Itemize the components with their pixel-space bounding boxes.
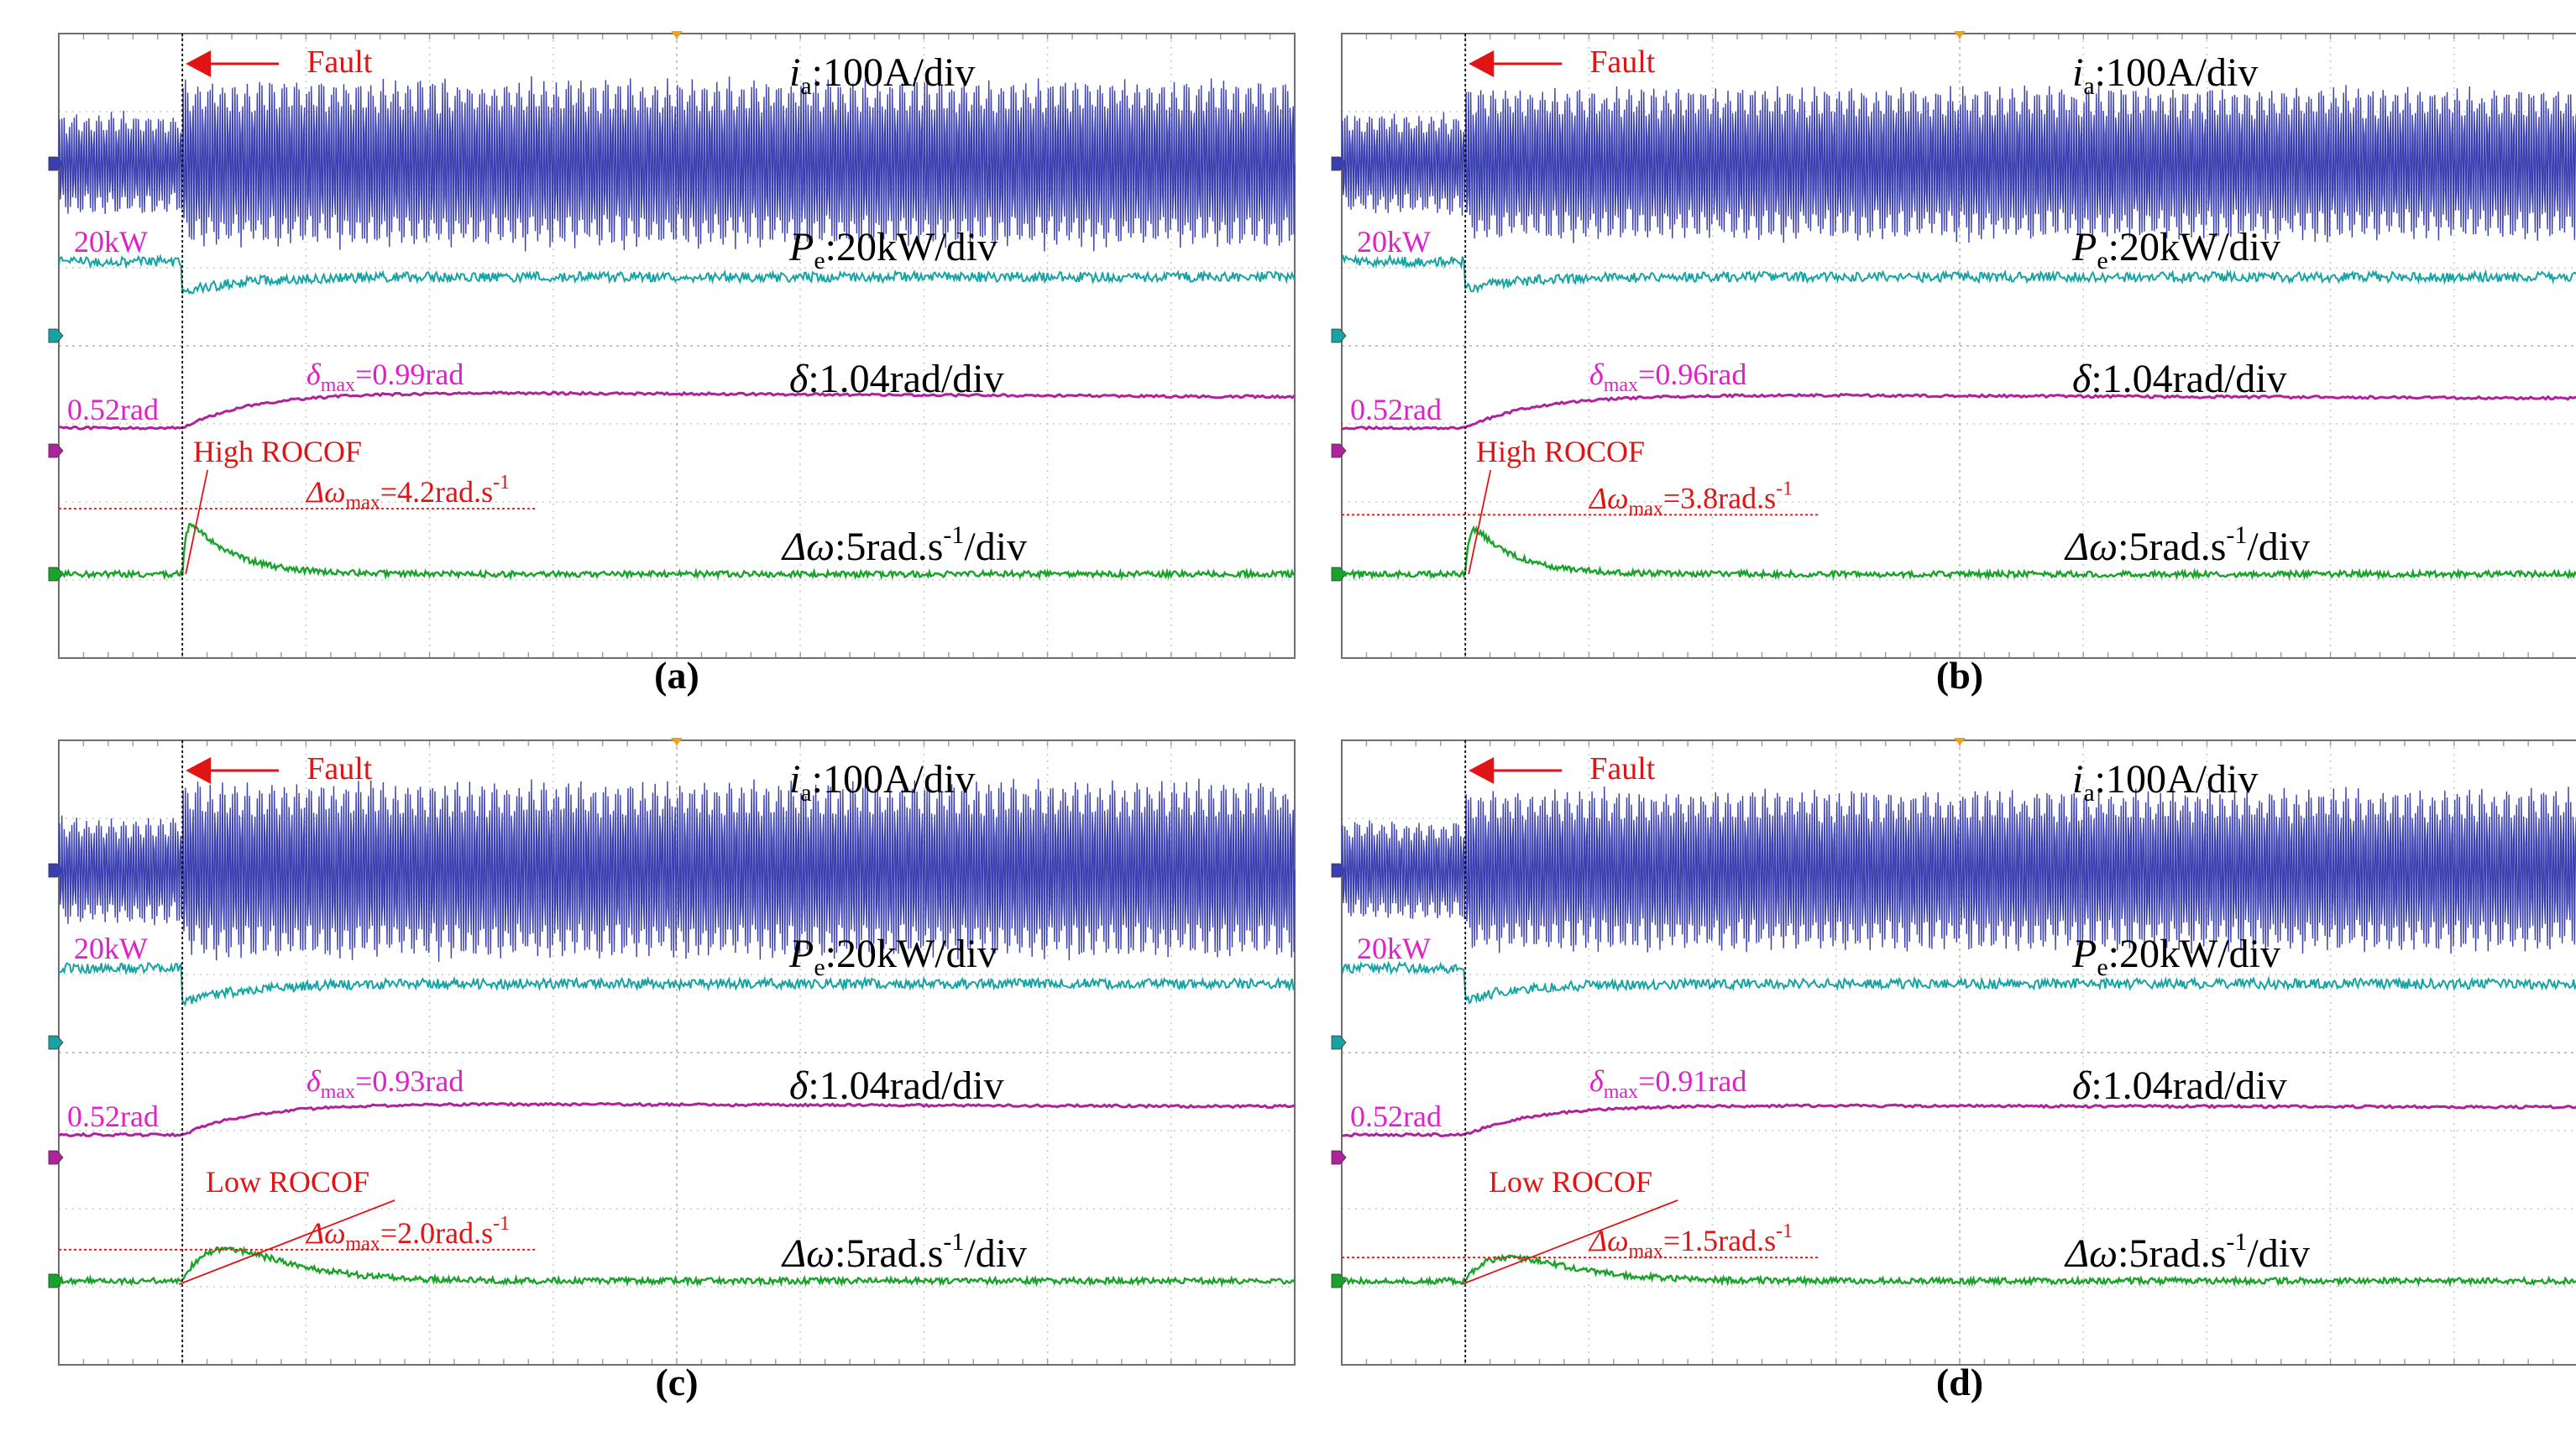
channel-marker: [48, 567, 64, 582]
fault-label: Fault: [1589, 44, 1656, 80]
channel-marker: [1331, 567, 1347, 582]
trace-dw: [58, 522, 1296, 581]
legend-ia: ia:100A/div: [789, 757, 975, 807]
trace-delta: [58, 390, 1296, 431]
trace-pe: [1341, 253, 2576, 295]
rocof-label: Low ROCOF: [206, 1165, 369, 1199]
channel-marker: [1331, 443, 1347, 458]
channel-marker: [1331, 328, 1347, 343]
rocof-pointer: [185, 469, 209, 575]
panel-caption: (c): [655, 1361, 698, 1403]
legend-dw: Δω:5rad.s-1/div: [2064, 1228, 2310, 1276]
panel-d: Fault ia:100A/div Pe:20kW/div δ:1.04rad/div…: [1331, 738, 2576, 1366]
panel-caption: (d): [1936, 1361, 1983, 1403]
legend-delta: δ:1.04rad/div: [789, 1063, 1004, 1108]
trace-ia: [1341, 786, 2576, 954]
panel-caption: (a): [654, 654, 699, 697]
pe-level-label: 20kW: [1357, 225, 1431, 259]
channel-marker: [48, 1150, 64, 1165]
panel-caption: (b): [1936, 654, 1983, 697]
trace-delta: [1341, 1103, 2576, 1138]
legend-dw: Δω:5rad.s-1/div: [781, 521, 1027, 569]
channel-marker: [1331, 1273, 1347, 1288]
trace-pe: [58, 253, 1296, 295]
trace-pe: [58, 962, 1296, 1007]
pe-level-label: 20kW: [74, 932, 148, 965]
fault-label: Fault: [306, 751, 373, 786]
rocof-label: High ROCOF: [193, 435, 362, 468]
panel-b: Fault ia:100A/div Pe:20kW/div δ:1.04rad/div…: [1331, 31, 2576, 659]
channel-marker: [1331, 1035, 1347, 1050]
legend-ia: ia:100A/div: [2072, 50, 2258, 100]
legend-delta: δ:1.04rad/div: [789, 357, 1004, 401]
trace-delta: [1341, 392, 2576, 431]
legend-delta: δ:1.04rad/div: [2072, 357, 2287, 401]
channel-marker: [1331, 1150, 1347, 1165]
trace-ia: [58, 778, 1296, 962]
delta-max-label: δmax=0.93rad: [306, 1064, 463, 1103]
fault-arrow-head: [1469, 757, 1495, 784]
trace-dw: [1340, 525, 2576, 581]
trace-dw: [1341, 1253, 2576, 1288]
delta-max-label: δmax=0.91rad: [1589, 1064, 1746, 1103]
delta-level-label: 0.52rad: [67, 1100, 159, 1133]
trigger-marker: [671, 738, 683, 745]
legend-ia: ia:100A/div: [789, 50, 975, 100]
rocof-pointer: [1468, 469, 1492, 575]
rocof-pointer: [1461, 1199, 1678, 1285]
trigger-marker: [1954, 738, 1966, 745]
legend-pe: Pe:20kW/div: [788, 225, 997, 274]
legend-dw: Δω:5rad.s-1/div: [2064, 521, 2310, 569]
legend-pe: Pe:20kW/div: [2071, 225, 2280, 274]
delta-max-label: δmax=0.96rad: [1589, 358, 1746, 396]
rocof-label: High ROCOF: [1476, 435, 1645, 468]
fault-label: Fault: [306, 44, 373, 80]
pe-level-label: 20kW: [74, 225, 148, 259]
legend-dw: Δω:5rad.s-1/div: [781, 1228, 1027, 1276]
delta-level-label: 0.52rad: [67, 393, 159, 426]
fault-arrow-head: [186, 757, 212, 784]
delta-level-label: 0.52rad: [1350, 1100, 1442, 1133]
channel-marker: [48, 328, 64, 343]
panel-a: Fault ia:100A/div Pe:20kW/div δ:1.04rad/div…: [48, 31, 1296, 659]
trace-delta: [58, 1101, 1296, 1138]
trace-ia: [58, 76, 1296, 252]
pe-level-label: 20kW: [1357, 932, 1431, 965]
legend-pe: Pe:20kW/div: [788, 932, 997, 981]
dw-max-label: Δωmax=4.2rad.s-1: [305, 472, 510, 514]
legend-ia: ia:100A/div: [2072, 757, 2258, 807]
fault-arrow-head: [1469, 50, 1495, 77]
channel-marker: [48, 443, 64, 458]
legend-delta: δ:1.04rad/div: [2072, 1063, 2287, 1108]
fault-arrow-head: [186, 50, 212, 77]
trace-pe: [1341, 960, 2576, 1005]
trigger-marker: [1954, 31, 1966, 39]
dw-max-label: Δωmax=1.5rad.s-1: [1588, 1220, 1793, 1262]
panel-c: Fault ia:100A/div Pe:20kW/div δ:1.04rad/div…: [48, 738, 1296, 1366]
delta-level-label: 0.52rad: [1350, 393, 1442, 426]
trace-dw: [57, 1246, 1296, 1288]
dw-max-label: Δωmax=3.8rad.s-1: [1588, 478, 1793, 520]
legend-pe: Pe:20kW/div: [2071, 932, 2280, 981]
trace-ia: [1341, 85, 2576, 243]
trigger-marker: [671, 31, 683, 39]
fault-label: Fault: [1589, 751, 1656, 786]
rocof-pointer: [178, 1199, 395, 1285]
rocof-label: Low ROCOF: [1489, 1165, 1652, 1199]
delta-max-label: δmax=0.99rad: [306, 358, 463, 396]
dw-max-label: Δωmax=2.0rad.s-1: [305, 1213, 510, 1255]
channel-marker: [48, 1035, 64, 1050]
